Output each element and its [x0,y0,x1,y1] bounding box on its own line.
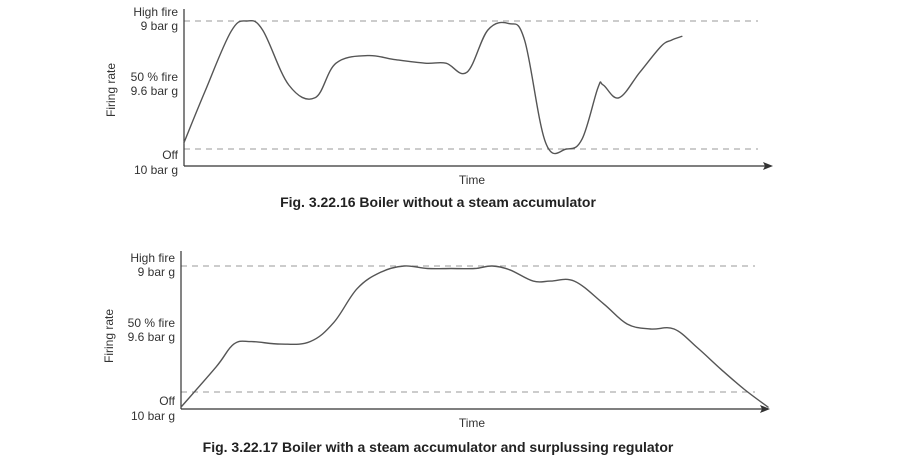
chart-2-ytick-mid-sublabel: 9.6 bar g [128,330,175,344]
chart-2-ytick-high-label: High fire [130,251,175,265]
chart-1-x-axis-arrowhead [763,162,773,170]
chart-2-ytick-off-sublabel: 10 bar g [131,409,175,423]
chart-1: Firing rate High fire 9 bar g 50 % fire … [104,5,773,210]
chart-2: Firing rate High fire 9 bar g 50 % fire … [102,251,770,455]
chart-2-x-axis-arrowhead [760,405,770,413]
chart-1-caption: Fig. 3.22.16 Boiler without a steam accu… [280,194,596,210]
chart-2-ytick-mid-label: 50 % fire [128,316,176,330]
chart-2-ytick-high-sublabel: 9 bar g [138,265,175,279]
chart-1-ytick-mid-sublabel: 9.6 bar g [131,84,178,98]
chart-1-ytick-high-sublabel: 9 bar g [141,19,178,33]
chart-1-xlabel: Time [459,173,486,187]
chart-2-ytick-off-label: Off [159,394,175,408]
chart-2-xlabel: Time [459,416,486,430]
chart-1-firing-rate-line [183,19,683,155]
chart-1-ytick-off-label: Off [162,148,178,162]
chart-2-caption: Fig. 3.22.17 Boiler with a steam accumul… [203,439,674,455]
chart-2-ylabel: Firing rate [102,309,116,363]
chart-1-ytick-mid-label: 50 % fire [131,70,179,84]
chart-1-ytick-off-sublabel: 10 bar g [134,163,178,177]
chart-1-ylabel: Firing rate [104,63,118,117]
chart-1-ytick-high-label: High fire [133,5,178,19]
chart-2-firing-rate-line [180,265,769,408]
